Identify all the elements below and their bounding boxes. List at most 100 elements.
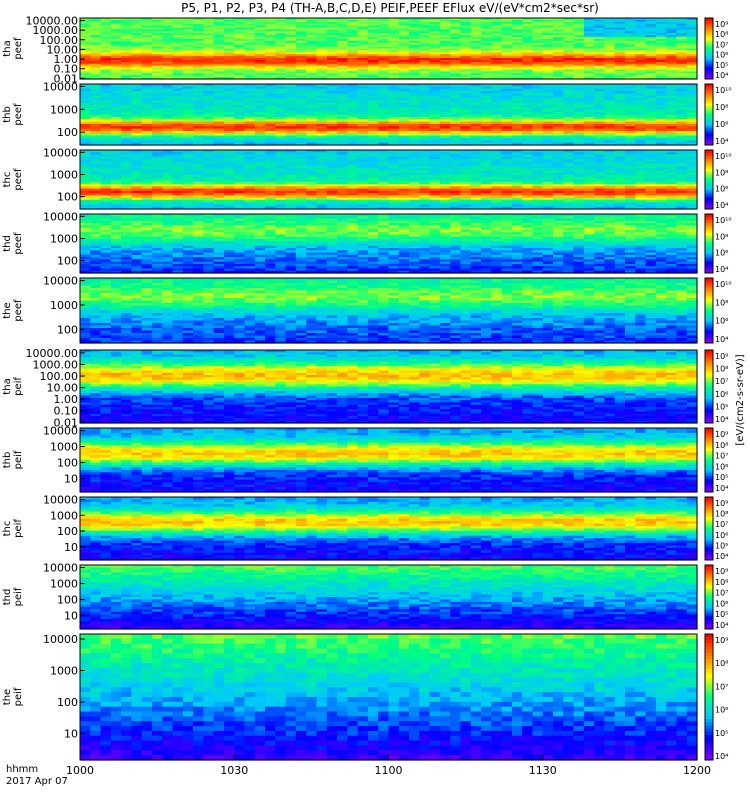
panel-name: tha [2, 40, 13, 56]
panel-name: tha [2, 378, 13, 394]
y-tick-label: 10 [64, 728, 78, 741]
spectrogram-cells [80, 634, 698, 761]
colorbar-tick-label: 10⁴ [715, 752, 728, 761]
colorbar-tick-label: 10⁵ [715, 61, 728, 70]
panel-product: peef [13, 37, 24, 60]
colorbar-tick-label: 10⁶ [715, 185, 728, 194]
y-tick-label: 10000.00 [26, 14, 79, 27]
colorbar-tick-label: 10¹⁰ [715, 280, 732, 289]
colorbar-tick-label: 10⁴ [715, 71, 728, 80]
x-tick-label: 1100 [375, 764, 403, 777]
y-tick-label: 10000.00 [26, 347, 79, 360]
x-axis: 1000 1030 1100 1130 1200 [66, 754, 711, 777]
panel-name: thd [2, 235, 13, 252]
colorbar-tick-label: 10⁸ [715, 578, 728, 587]
panel-the-peef: 10000 1000 100 the peef 10¹⁰ 10⁸ 10⁶ 10⁴ [2, 275, 732, 344]
x-tick-label: 1030 [220, 764, 248, 777]
y-tick-label: 100 [57, 525, 78, 538]
y-tick-label: 1000 [50, 103, 78, 116]
colorbar-tick-label: 10⁴ [715, 335, 728, 344]
y-tick-label: 0.10 [54, 405, 79, 418]
colorbar-tick-label: 10⁸ [715, 30, 728, 39]
colorbar-tick-label: 10⁶ [715, 249, 728, 258]
y-tick-label: 0.01 [54, 72, 79, 85]
colorbar: 10¹⁰ 10⁸ 10⁶ 10⁴ [704, 277, 732, 344]
y-tick-label: 10 [64, 610, 78, 623]
y-tick-label: 10000 [43, 562, 78, 575]
colorbar-tick-label: 10⁹ [715, 430, 728, 439]
colorbar-tick-label: 10⁹ [715, 20, 728, 29]
colorbar-tick-label: 10⁶ [715, 390, 728, 399]
x-tick-label: 1200 [683, 764, 711, 777]
panel-name: thc [2, 172, 13, 188]
colorbar-tick-label: 10⁸ [715, 659, 728, 668]
y-tick-label: 1000 [50, 168, 78, 181]
spectrogram-cells [80, 214, 698, 274]
y-tick-label: 10000 [43, 146, 78, 159]
panel-product: peef [13, 232, 24, 255]
x-tick-label: 1000 [66, 764, 94, 777]
spectrogram-cells [80, 428, 698, 493]
panel-frame [79, 427, 698, 493]
panel-product: peef [13, 103, 24, 126]
panel-name: the [2, 302, 13, 318]
y-tick-label: 1000.00 [33, 24, 79, 37]
y-tick-label: 1000 [50, 578, 78, 591]
panel-name: the [2, 689, 13, 705]
y-tick-label: 0.10 [54, 63, 79, 76]
spectrogram-cells [80, 565, 698, 630]
y-tick-label: 10000 [43, 633, 78, 646]
y-tick-label: 100 [57, 191, 78, 204]
colorbar-tick-label: 10⁶ [715, 317, 728, 326]
colorbar-tick-label: 10⁵ [715, 402, 728, 411]
y-tick-label: 10000 [43, 494, 78, 507]
spectrogram-cells [80, 278, 698, 344]
y-tick-label: 1000 [50, 232, 78, 245]
y-tick-label: 0.01 [54, 416, 79, 429]
colorbar-tick-label: 10⁵ [715, 473, 728, 482]
panel-frame [79, 277, 698, 344]
colorbar-tick-label: 10⁸ [715, 103, 728, 112]
y-tick-label: 100.00 [40, 370, 79, 383]
panel-name: thb [2, 452, 13, 469]
y-tick-label: 1000 [50, 665, 78, 678]
colorbar-tick-label: 10⁶ [715, 706, 728, 715]
colorbar-tick-label: 10⁶ [715, 599, 728, 608]
chart-title: P5, P1, P2, P3, P4 (TH-A,B,C,D,E) PEIF,P… [181, 1, 599, 15]
y-tick-label: 1.00 [54, 53, 79, 66]
colorbar: 10¹⁰ 10⁸ 10⁶ 10⁴ [704, 149, 732, 210]
panel-product: peef [13, 168, 24, 191]
colorbar-tick-label: 10¹⁰ [715, 152, 732, 161]
y-tick-label: 100 [57, 255, 78, 268]
y-tick-label: 100 [57, 323, 78, 336]
colorbar-tick-label: 10⁶ [715, 51, 728, 60]
spectrogram-cells [80, 350, 698, 424]
colorbar-tick-label: 10⁶ [715, 120, 728, 129]
colorbar-tick-label: 10⁴ [715, 621, 728, 630]
colorbar-tick-label: 10⁴ [715, 552, 728, 561]
panel-frame [79, 83, 698, 146]
colorbar-tick-label: 10⁹ [715, 499, 728, 508]
colorbar-tick-label: 10⁷ [715, 589, 728, 598]
y-tick-label: 100.00 [40, 34, 79, 47]
y-tick-label: 1000 [50, 299, 78, 312]
y-tick-label: 1.00 [54, 393, 79, 406]
y-tick-label: 10000 [43, 425, 78, 438]
colorbar-tick-label: 10⁶ [715, 462, 728, 471]
colorbar-tick-label: 10⁸ [715, 510, 728, 519]
colorbar-tick-label: 10⁴ [715, 137, 728, 146]
x-axis-label-hhmm: hhmm [6, 764, 38, 775]
panel-name: thb [2, 106, 13, 123]
panel-frame [79, 17, 698, 80]
colorbar-tick-label: 10⁵ [715, 610, 728, 619]
colorbar: 10¹⁰ 10⁸ 10⁶ 10⁴ [704, 213, 732, 274]
panel-product: peif [13, 687, 24, 706]
colorbar: 10¹⁰ 10⁸ 10⁶ 10⁴ [704, 83, 732, 146]
panel-product: peif [13, 450, 24, 469]
